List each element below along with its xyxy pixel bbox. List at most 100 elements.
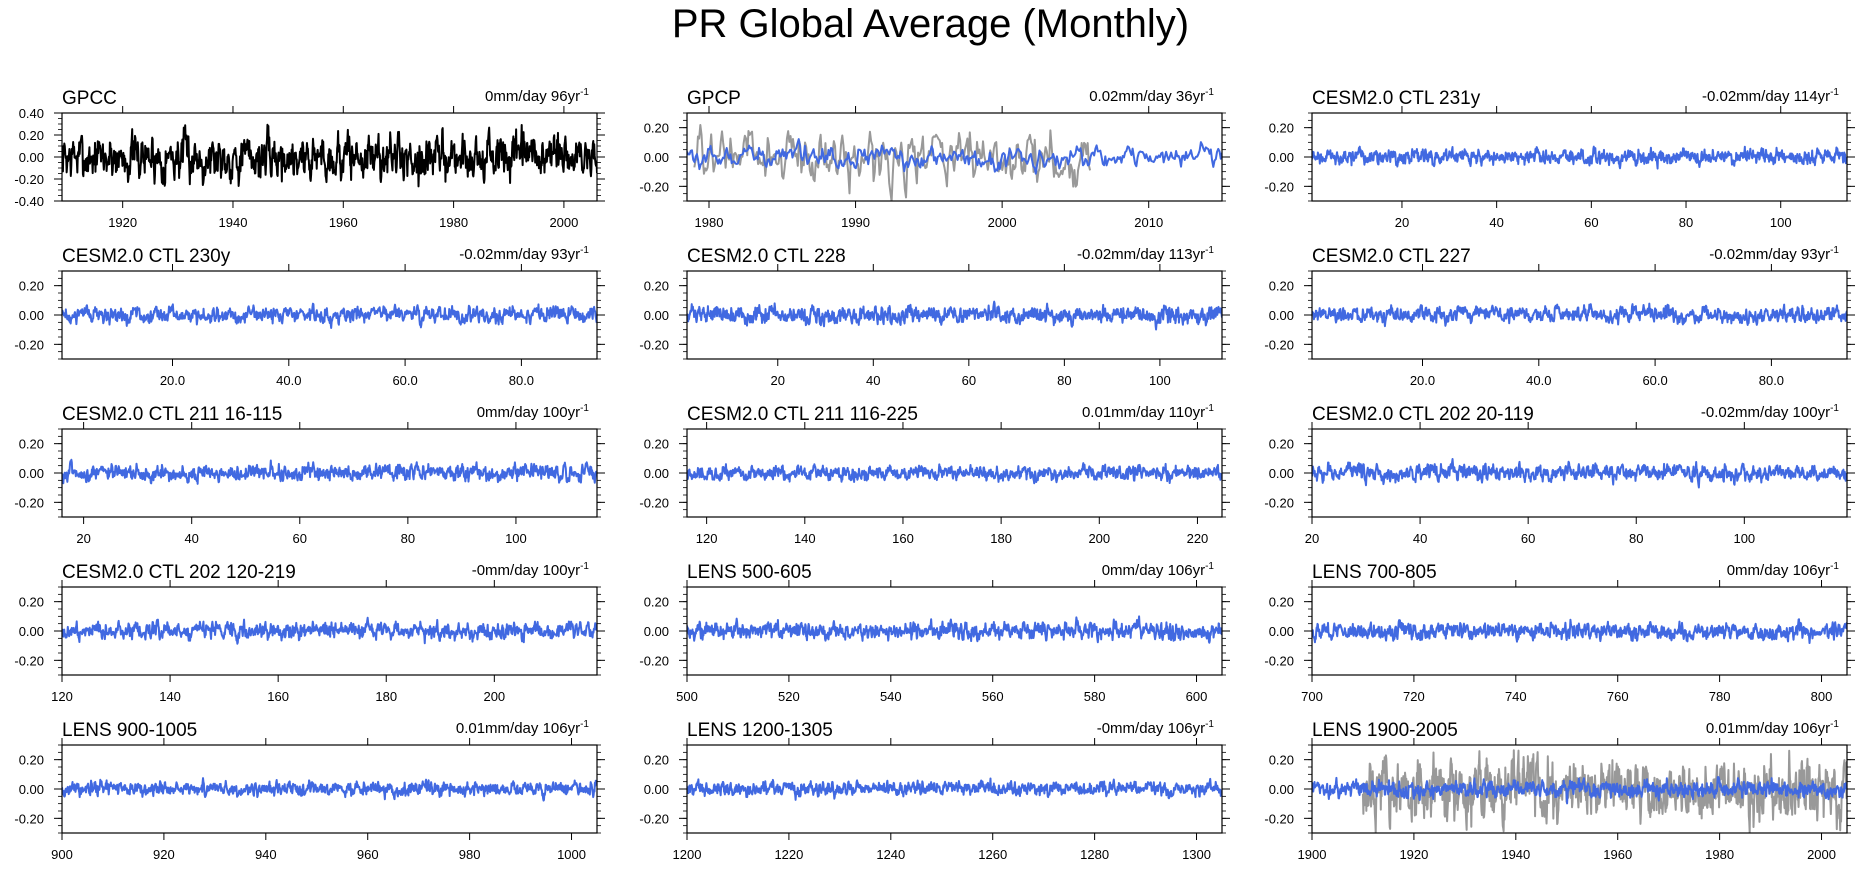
panel-trend: -0.02mm/day 113yr-1: [1077, 245, 1214, 263]
y-tick-label: 0.40: [19, 106, 44, 121]
panel-title: LENS 700-805: [1312, 562, 1437, 583]
y-tick-label: -0.40: [14, 194, 44, 209]
x-tick-label: 700: [1301, 689, 1323, 704]
panel-trend: 0.01mm/day 106yr-1: [1706, 719, 1840, 737]
y-tick-label: 0.20: [1269, 753, 1294, 768]
x-tick-label: 80.0: [509, 373, 534, 388]
x-tick-label: 1960: [1603, 847, 1632, 862]
x-tick-label: 180: [990, 531, 1012, 546]
y-tick-label: -0.20: [1264, 337, 1294, 352]
y-tick-label: 0.00: [19, 782, 44, 797]
y-tick-label: -0.20: [14, 495, 44, 510]
x-tick-label: 80: [1629, 531, 1643, 546]
y-tick-label: 0.00: [644, 308, 669, 323]
y-tick-label: 0.00: [1269, 150, 1294, 165]
panel-6: CESM2.0 CTL 227 -0.02mm/day 93yr-1 0.20 0.0…: [1264, 245, 1855, 388]
y-tick-label: 0.00: [19, 466, 44, 481]
panel-12: LENS 700-805 0mm/day 106yr-1 0.20 0.00 -0.20…: [1264, 561, 1855, 704]
x-tick-label: 100: [1733, 531, 1755, 546]
x-tick-label: 1260: [978, 847, 1007, 862]
x-tick-label: 560: [982, 689, 1004, 704]
series-line-model: [62, 777, 597, 802]
panel-title: LENS 1900-2005: [1312, 720, 1458, 741]
x-tick-label: 60: [293, 531, 307, 546]
y-tick-label: 0.00: [1269, 624, 1294, 639]
panel-title: GPCP: [687, 88, 741, 109]
panel-trend: 0.01mm/day 106yr-1: [456, 719, 590, 737]
y-tick-label: 0.00: [644, 782, 669, 797]
x-tick-label: 940: [255, 847, 277, 862]
x-tick-label: 520: [778, 689, 800, 704]
x-tick-label: 1920: [1399, 847, 1428, 862]
figure-title: PR Global Average (Monthly): [671, 2, 1190, 46]
y-tick-label: 0.20: [644, 753, 669, 768]
panel-title: CESM2.0 CTL 211 16-115: [62, 404, 282, 425]
x-tick-label: 1980: [439, 215, 468, 230]
y-tick-label: 0.20: [19, 595, 44, 610]
panel-trend: 0.01mm/day 110yr-1: [1082, 403, 1214, 421]
x-tick-label: 40: [184, 531, 198, 546]
x-tick-label: 220: [1187, 531, 1209, 546]
x-tick-label: 1280: [1080, 847, 1109, 862]
x-tick-label: 200: [483, 689, 505, 704]
y-tick-label: 0.20: [1269, 279, 1294, 294]
panel-trend: -0.02mm/day 93yr-1: [459, 245, 589, 263]
y-tick-label: -0.20: [639, 337, 669, 352]
x-tick-label: 20.0: [1410, 373, 1435, 388]
x-tick-label: 120: [696, 531, 718, 546]
x-tick-label: 720: [1403, 689, 1425, 704]
x-tick-label: 1000: [557, 847, 586, 862]
panel-7: CESM2.0 CTL 211 16-115 0mm/day 100yr-1 0.2…: [14, 403, 605, 546]
series-line-model: [62, 458, 597, 485]
panel-title: LENS 500-605: [687, 562, 812, 583]
x-tick-label: 760: [1607, 689, 1629, 704]
panel-title: CESM2.0 CTL 231y: [1312, 88, 1481, 109]
panel-title: LENS 1200-1305: [687, 720, 833, 741]
panel-title: CESM2.0 CTL 202 120-219: [62, 562, 296, 583]
panel-trend: -0mm/day 100yr-1: [472, 561, 590, 579]
panel-trend: 0.02mm/day 36yr-1: [1089, 87, 1214, 105]
panel-trend: 0mm/day 106yr-1: [1727, 561, 1840, 579]
panel-trend: 0mm/day 100yr-1: [477, 403, 590, 421]
panel-title: CESM2.0 CTL 202 20-119: [1312, 404, 1534, 425]
y-tick-label: -0.20: [14, 811, 44, 826]
y-tick-label: -0.20: [1264, 653, 1294, 668]
panel-title: CESM2.0 CTL 230y: [62, 246, 231, 267]
panel-13: LENS 900-1005 0.01mm/day 106yr-1 0.20 0.00 -…: [14, 719, 605, 862]
panel-8: CESM2.0 CTL 211 116-225 0.01mm/day 110yr-…: [639, 403, 1230, 546]
x-tick-label: 60: [1584, 215, 1598, 230]
y-tick-label: 0.20: [19, 279, 44, 294]
x-tick-label: 40: [866, 373, 880, 388]
x-tick-label: 2000: [549, 215, 578, 230]
panel-trend: -0mm/day 106yr-1: [1097, 719, 1215, 737]
x-tick-label: 160: [267, 689, 289, 704]
series-line-model: [1312, 618, 1847, 645]
series-line-model: [1312, 458, 1847, 489]
x-tick-label: 1920: [108, 215, 137, 230]
panel-title: CESM2.0 CTL 211 116-225: [687, 404, 918, 425]
y-tick-label: -0.20: [639, 653, 669, 668]
y-tick-label: -0.20: [14, 337, 44, 352]
x-tick-label: 980: [459, 847, 481, 862]
x-tick-label: 2000: [1807, 847, 1836, 862]
x-tick-label: 180: [375, 689, 397, 704]
y-tick-label: 0.00: [644, 624, 669, 639]
y-tick-label: 0.20: [19, 753, 44, 768]
x-tick-label: 920: [153, 847, 175, 862]
y-tick-label: 0.20: [1269, 437, 1294, 452]
x-tick-label: 20: [76, 531, 90, 546]
series-line-obs_overlay: [693, 123, 1092, 201]
panel-10: CESM2.0 CTL 202 120-219 -0mm/day 100yr-1 0…: [14, 561, 605, 704]
panel-3: CESM2.0 CTL 231y -0.02mm/day 114yr-1 0.20 0…: [1264, 87, 1855, 230]
y-tick-label: 0.00: [19, 308, 44, 323]
x-tick-label: 100: [1149, 373, 1171, 388]
y-tick-label: -0.20: [639, 811, 669, 826]
y-tick-label: -0.20: [639, 495, 669, 510]
x-tick-label: 960: [357, 847, 379, 862]
y-tick-label: 0.00: [644, 466, 669, 481]
panel-trend: -0.02mm/day 114yr-1: [1702, 87, 1839, 105]
x-tick-label: 60.0: [392, 373, 417, 388]
x-tick-label: 200: [1088, 531, 1110, 546]
y-tick-label: 0.20: [1269, 595, 1294, 610]
